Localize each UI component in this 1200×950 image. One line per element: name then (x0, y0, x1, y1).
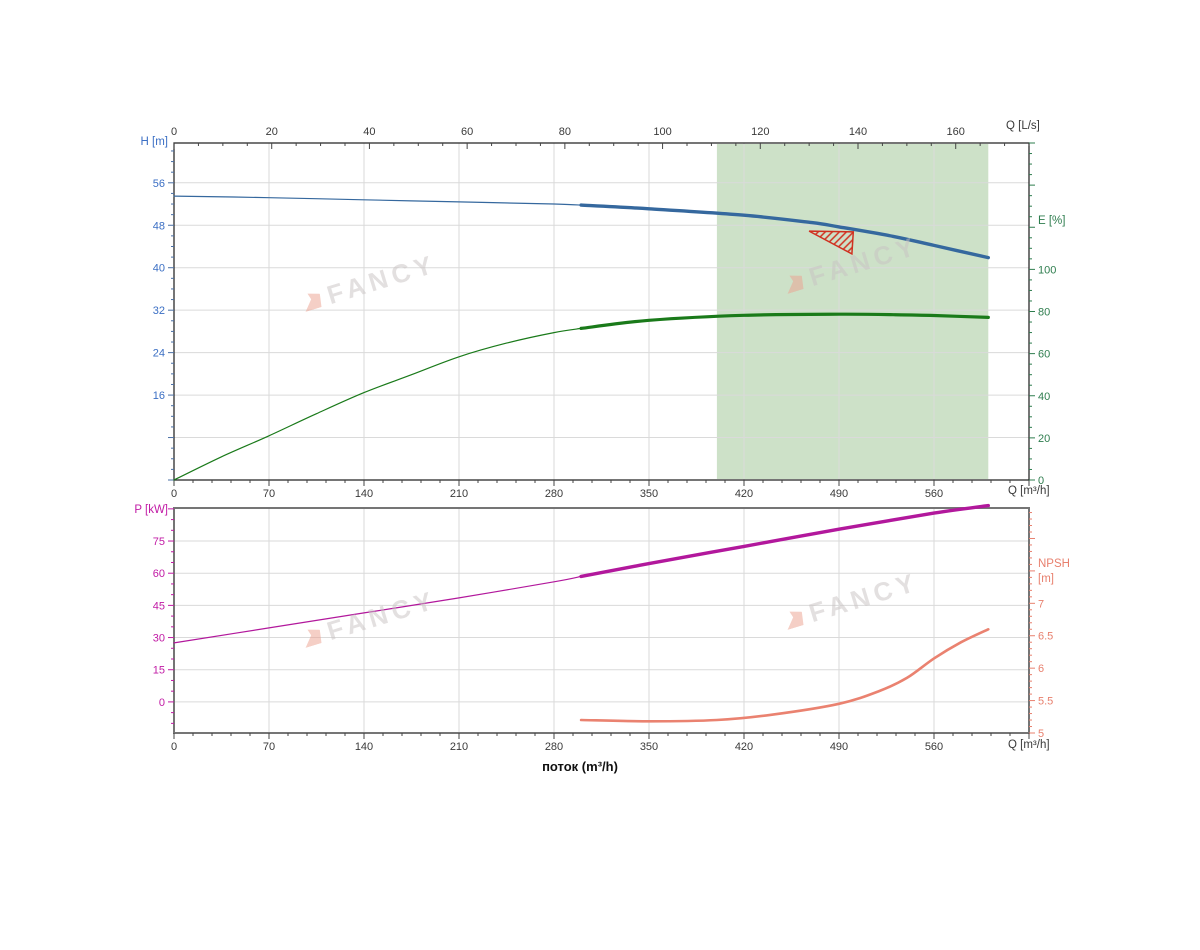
bottom-tick-label: 350 (640, 488, 658, 500)
right-tick-label: 5.5 (1038, 696, 1053, 708)
right-tick-label: 5 (1038, 728, 1044, 740)
right-tick-label: 6 (1038, 663, 1044, 675)
bottom-tick-label: 280 (545, 741, 563, 753)
bottom-axis-ticks: 0 70 140 210 280 350 420 490 560 (171, 480, 1030, 500)
left-tick-label: 0 (159, 697, 165, 709)
bottom-tick-label: 210 (450, 741, 468, 753)
left-tick-label: 48 (153, 220, 165, 232)
bottom-tick-label: 560 (925, 488, 943, 500)
bottom-tick-label: 420 (735, 741, 753, 753)
right-tick-label: 80 (1038, 307, 1050, 319)
right-tick-label: 0 (1038, 475, 1044, 487)
right-tick-label: 6.5 (1038, 631, 1053, 643)
bottom-tick-label: 210 (450, 488, 468, 500)
left-tick-label: 30 (153, 633, 165, 645)
top-tick-label: 80 (559, 126, 571, 138)
left-tick-label: 16 (153, 390, 165, 402)
duty-point-marker[interactable] (808, 230, 855, 256)
operating-range-region (716, 144, 989, 479)
flow-m3h-axis-title-bottom: Q [m³/h] (1008, 739, 1050, 751)
bottom-tick-label: 560 (925, 741, 943, 753)
bottom-tick-label: 350 (640, 741, 658, 753)
efficiency-curve-thin (173, 327, 582, 481)
top-tick-label: 160 (947, 126, 965, 138)
efficiency-curve-bold (579, 312, 990, 330)
right-tick-label: 20 (1038, 433, 1050, 445)
left-axis-ticks: 16 24 32 40 48 56 (153, 150, 174, 481)
left-tick-label: 32 (153, 305, 165, 317)
bottom-tick-label: 280 (545, 488, 563, 500)
bottom-tick-label: 420 (735, 488, 753, 500)
top-tick-label: 120 (751, 126, 769, 138)
npsh-curve (579, 628, 990, 723)
top-tick-label: 0 (171, 126, 177, 138)
top-tick-label: 140 (849, 126, 867, 138)
power-axis-title: P [kW] (134, 504, 168, 516)
left-tick-label: 15 (153, 665, 165, 677)
power-curve-thin (173, 575, 582, 644)
head-curve-thin (173, 195, 582, 206)
npsh-axis-title-line1: NPSH (1038, 558, 1070, 570)
right-axis-ticks: 0 20 40 60 80 100 (1029, 142, 1056, 487)
bottom-tick-label: 0 (171, 488, 177, 500)
power-curve-bold (579, 503, 990, 579)
bottom-tick-label: 0 (171, 741, 177, 753)
efficiency-axis-title: E [%] (1038, 215, 1066, 227)
left-axis-ticks: 0 15 30 45 60 75 (153, 508, 174, 724)
left-tick-label: 45 (153, 600, 165, 612)
right-axis-ticks: 5 5.5 6 6.5 7 (1029, 512, 1053, 740)
bottom-tick-label: 490 (830, 741, 848, 753)
top-tick-label: 60 (461, 126, 473, 138)
right-tick-label: 7 (1038, 598, 1044, 610)
left-tick-label: 56 (153, 178, 165, 190)
right-tick-label: 60 (1038, 349, 1050, 361)
flow-ls-axis-title: Q [L/s] (1006, 120, 1040, 132)
bottom-tick-label: 140 (355, 488, 373, 500)
left-tick-label: 24 (153, 348, 165, 360)
flow-m3h-axis-title-top: Q [m³/h] (1008, 485, 1050, 497)
npsh-axis-title: NPSH [m] (1038, 557, 1070, 587)
npsh-axis-title-line2: [m] (1038, 573, 1054, 585)
top-tick-label: 20 (266, 126, 278, 138)
bottom-tick-label: 70 (263, 741, 275, 753)
bottom-tick-label: 490 (830, 488, 848, 500)
right-tick-label: 100 (1038, 264, 1056, 276)
bottom-axis-ticks: 0 70 140 210 280 350 420 490 560 (171, 733, 1030, 753)
head-axis-title: H [m] (140, 136, 168, 148)
bottom-tick-label: 140 (355, 741, 373, 753)
right-tick-label: 40 (1038, 391, 1050, 403)
left-tick-label: 40 (153, 263, 165, 275)
head-curve-bold (579, 203, 990, 260)
plot-frame (173, 507, 1030, 734)
bottom-tick-label: 70 (263, 488, 275, 500)
top-tick-label: 100 (653, 126, 671, 138)
left-tick-label: 60 (153, 568, 165, 580)
top-axis-ticks: 0 20 40 60 80 100 120 140 160 (171, 126, 1030, 149)
chart-caption-flow: поток (m³/h) (542, 759, 618, 774)
top-tick-label: 40 (363, 126, 375, 138)
left-tick-label: 75 (153, 536, 165, 548)
